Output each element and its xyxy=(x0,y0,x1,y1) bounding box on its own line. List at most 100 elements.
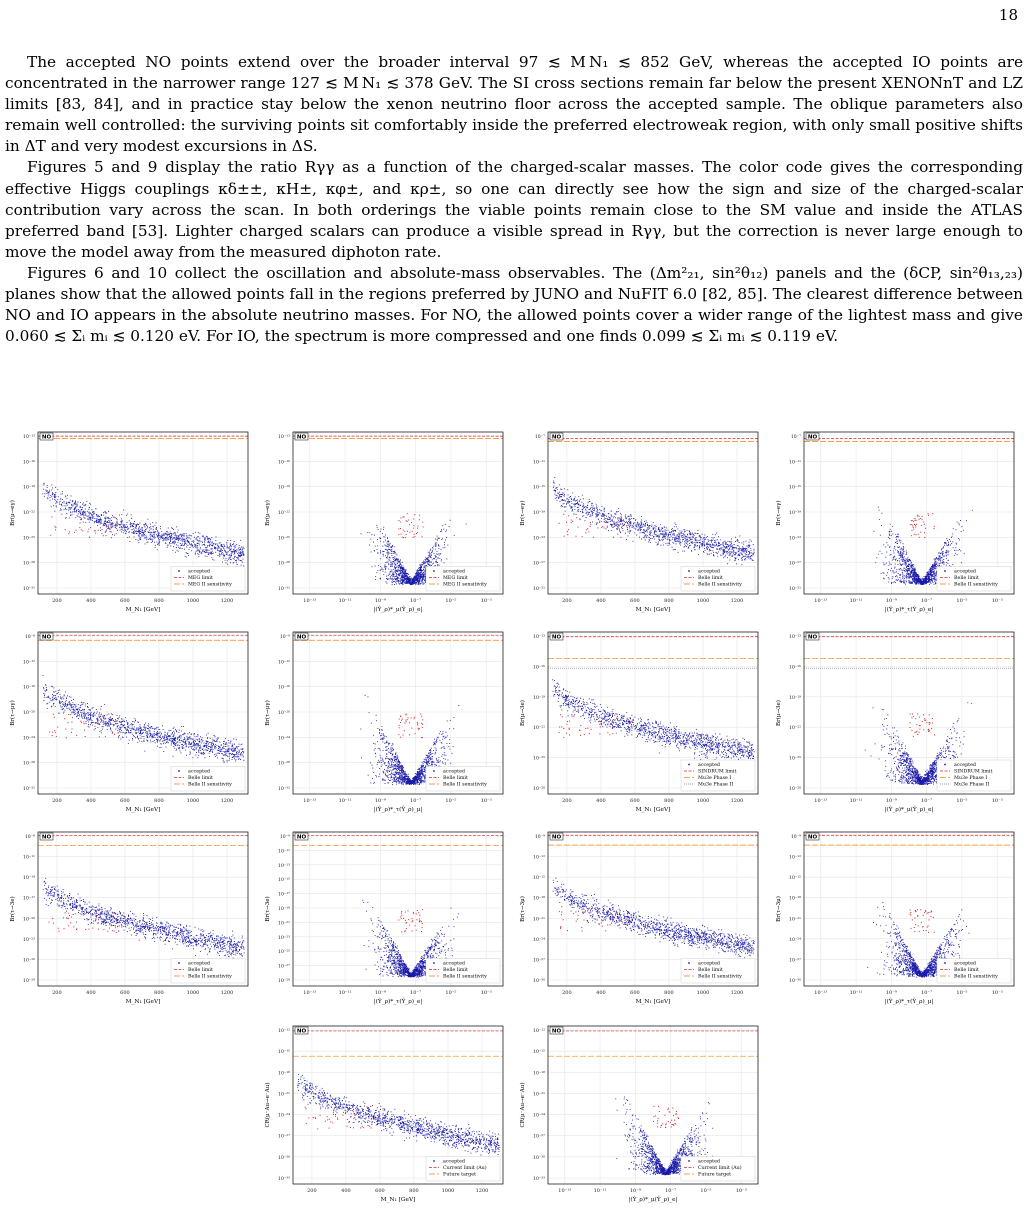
data-point xyxy=(106,517,108,519)
data-point xyxy=(79,513,81,515)
plot-frame xyxy=(292,431,504,595)
data-point xyxy=(405,576,407,577)
data-point xyxy=(604,521,606,523)
data-point xyxy=(667,529,669,531)
data-point xyxy=(380,569,381,571)
data-point xyxy=(694,539,696,541)
data-point xyxy=(396,558,398,560)
data-point xyxy=(713,544,715,545)
data-point xyxy=(158,539,160,541)
data-point xyxy=(400,582,402,584)
data-point xyxy=(714,542,715,543)
highlight-point xyxy=(422,526,424,528)
data-point xyxy=(147,526,148,528)
highlight-point xyxy=(417,532,418,533)
data-point xyxy=(567,502,569,504)
data-point xyxy=(424,582,426,583)
legend-box xyxy=(680,566,756,592)
data-point xyxy=(749,558,751,560)
data-point xyxy=(955,550,957,552)
legend-entry: accepted xyxy=(188,569,210,575)
data-point xyxy=(229,550,231,551)
data-point xyxy=(697,542,699,544)
data-point xyxy=(404,574,405,576)
data-point xyxy=(724,556,726,558)
data-point xyxy=(588,512,590,513)
data-point xyxy=(453,534,455,536)
data-point xyxy=(612,523,614,525)
data-point xyxy=(635,526,637,528)
data-point xyxy=(402,581,404,582)
data-point xyxy=(68,501,70,503)
data-point xyxy=(58,502,60,504)
y-axis-label: Br(μ→eγ) xyxy=(9,500,16,526)
data-point xyxy=(219,555,221,557)
data-point xyxy=(217,545,219,547)
data-point xyxy=(633,527,635,529)
data-point xyxy=(71,505,73,507)
data-point xyxy=(209,537,210,539)
data-point xyxy=(386,552,388,554)
data-point xyxy=(672,538,673,540)
data-point xyxy=(406,575,408,576)
data-point xyxy=(387,552,389,554)
data-point xyxy=(895,537,897,539)
data-point xyxy=(57,489,59,491)
data-point xyxy=(198,544,200,546)
data-point xyxy=(54,494,55,495)
data-point xyxy=(562,503,564,505)
data-point xyxy=(749,556,751,558)
data-point xyxy=(911,576,913,578)
data-point xyxy=(649,531,651,532)
data-point xyxy=(116,521,117,523)
data-point xyxy=(386,556,388,558)
data-point xyxy=(726,546,727,547)
data-point xyxy=(742,553,743,555)
data-point xyxy=(596,514,598,515)
data-point xyxy=(78,510,80,512)
data-point xyxy=(154,537,156,538)
data-point xyxy=(738,553,740,555)
data-point xyxy=(726,544,728,546)
data-point xyxy=(408,579,410,581)
data-point xyxy=(121,520,123,521)
data-point xyxy=(428,555,429,557)
data-point xyxy=(417,572,418,574)
data-point xyxy=(958,524,960,526)
data-point xyxy=(597,512,599,514)
data-point xyxy=(216,549,218,551)
data-point xyxy=(109,522,111,524)
data-point xyxy=(199,551,201,552)
data-point xyxy=(585,506,587,508)
data-point xyxy=(389,543,391,544)
data-point xyxy=(638,524,640,526)
data-point xyxy=(645,522,646,524)
highlight-point xyxy=(567,534,569,536)
data-point xyxy=(90,516,91,518)
data-point xyxy=(921,581,923,583)
data-point xyxy=(411,583,412,585)
data-point xyxy=(106,512,108,514)
data-point xyxy=(638,525,640,527)
data-point xyxy=(596,506,598,508)
data-point xyxy=(208,542,210,544)
data-point xyxy=(381,568,383,570)
data-point xyxy=(438,545,439,546)
y-tick-label: 10⁻²⁵ xyxy=(23,535,35,541)
data-point xyxy=(371,566,373,568)
data-point xyxy=(52,493,54,495)
data-point xyxy=(174,543,175,545)
data-point xyxy=(211,548,213,550)
data-point xyxy=(900,553,901,554)
legend-box xyxy=(170,566,246,592)
data-point xyxy=(201,535,203,537)
data-point xyxy=(887,577,889,578)
data-point xyxy=(661,529,662,531)
data-point xyxy=(945,564,947,566)
data-point xyxy=(229,542,231,544)
data-point xyxy=(239,549,241,550)
data-point xyxy=(438,548,440,550)
data-point xyxy=(223,544,225,546)
data-point xyxy=(410,582,412,584)
